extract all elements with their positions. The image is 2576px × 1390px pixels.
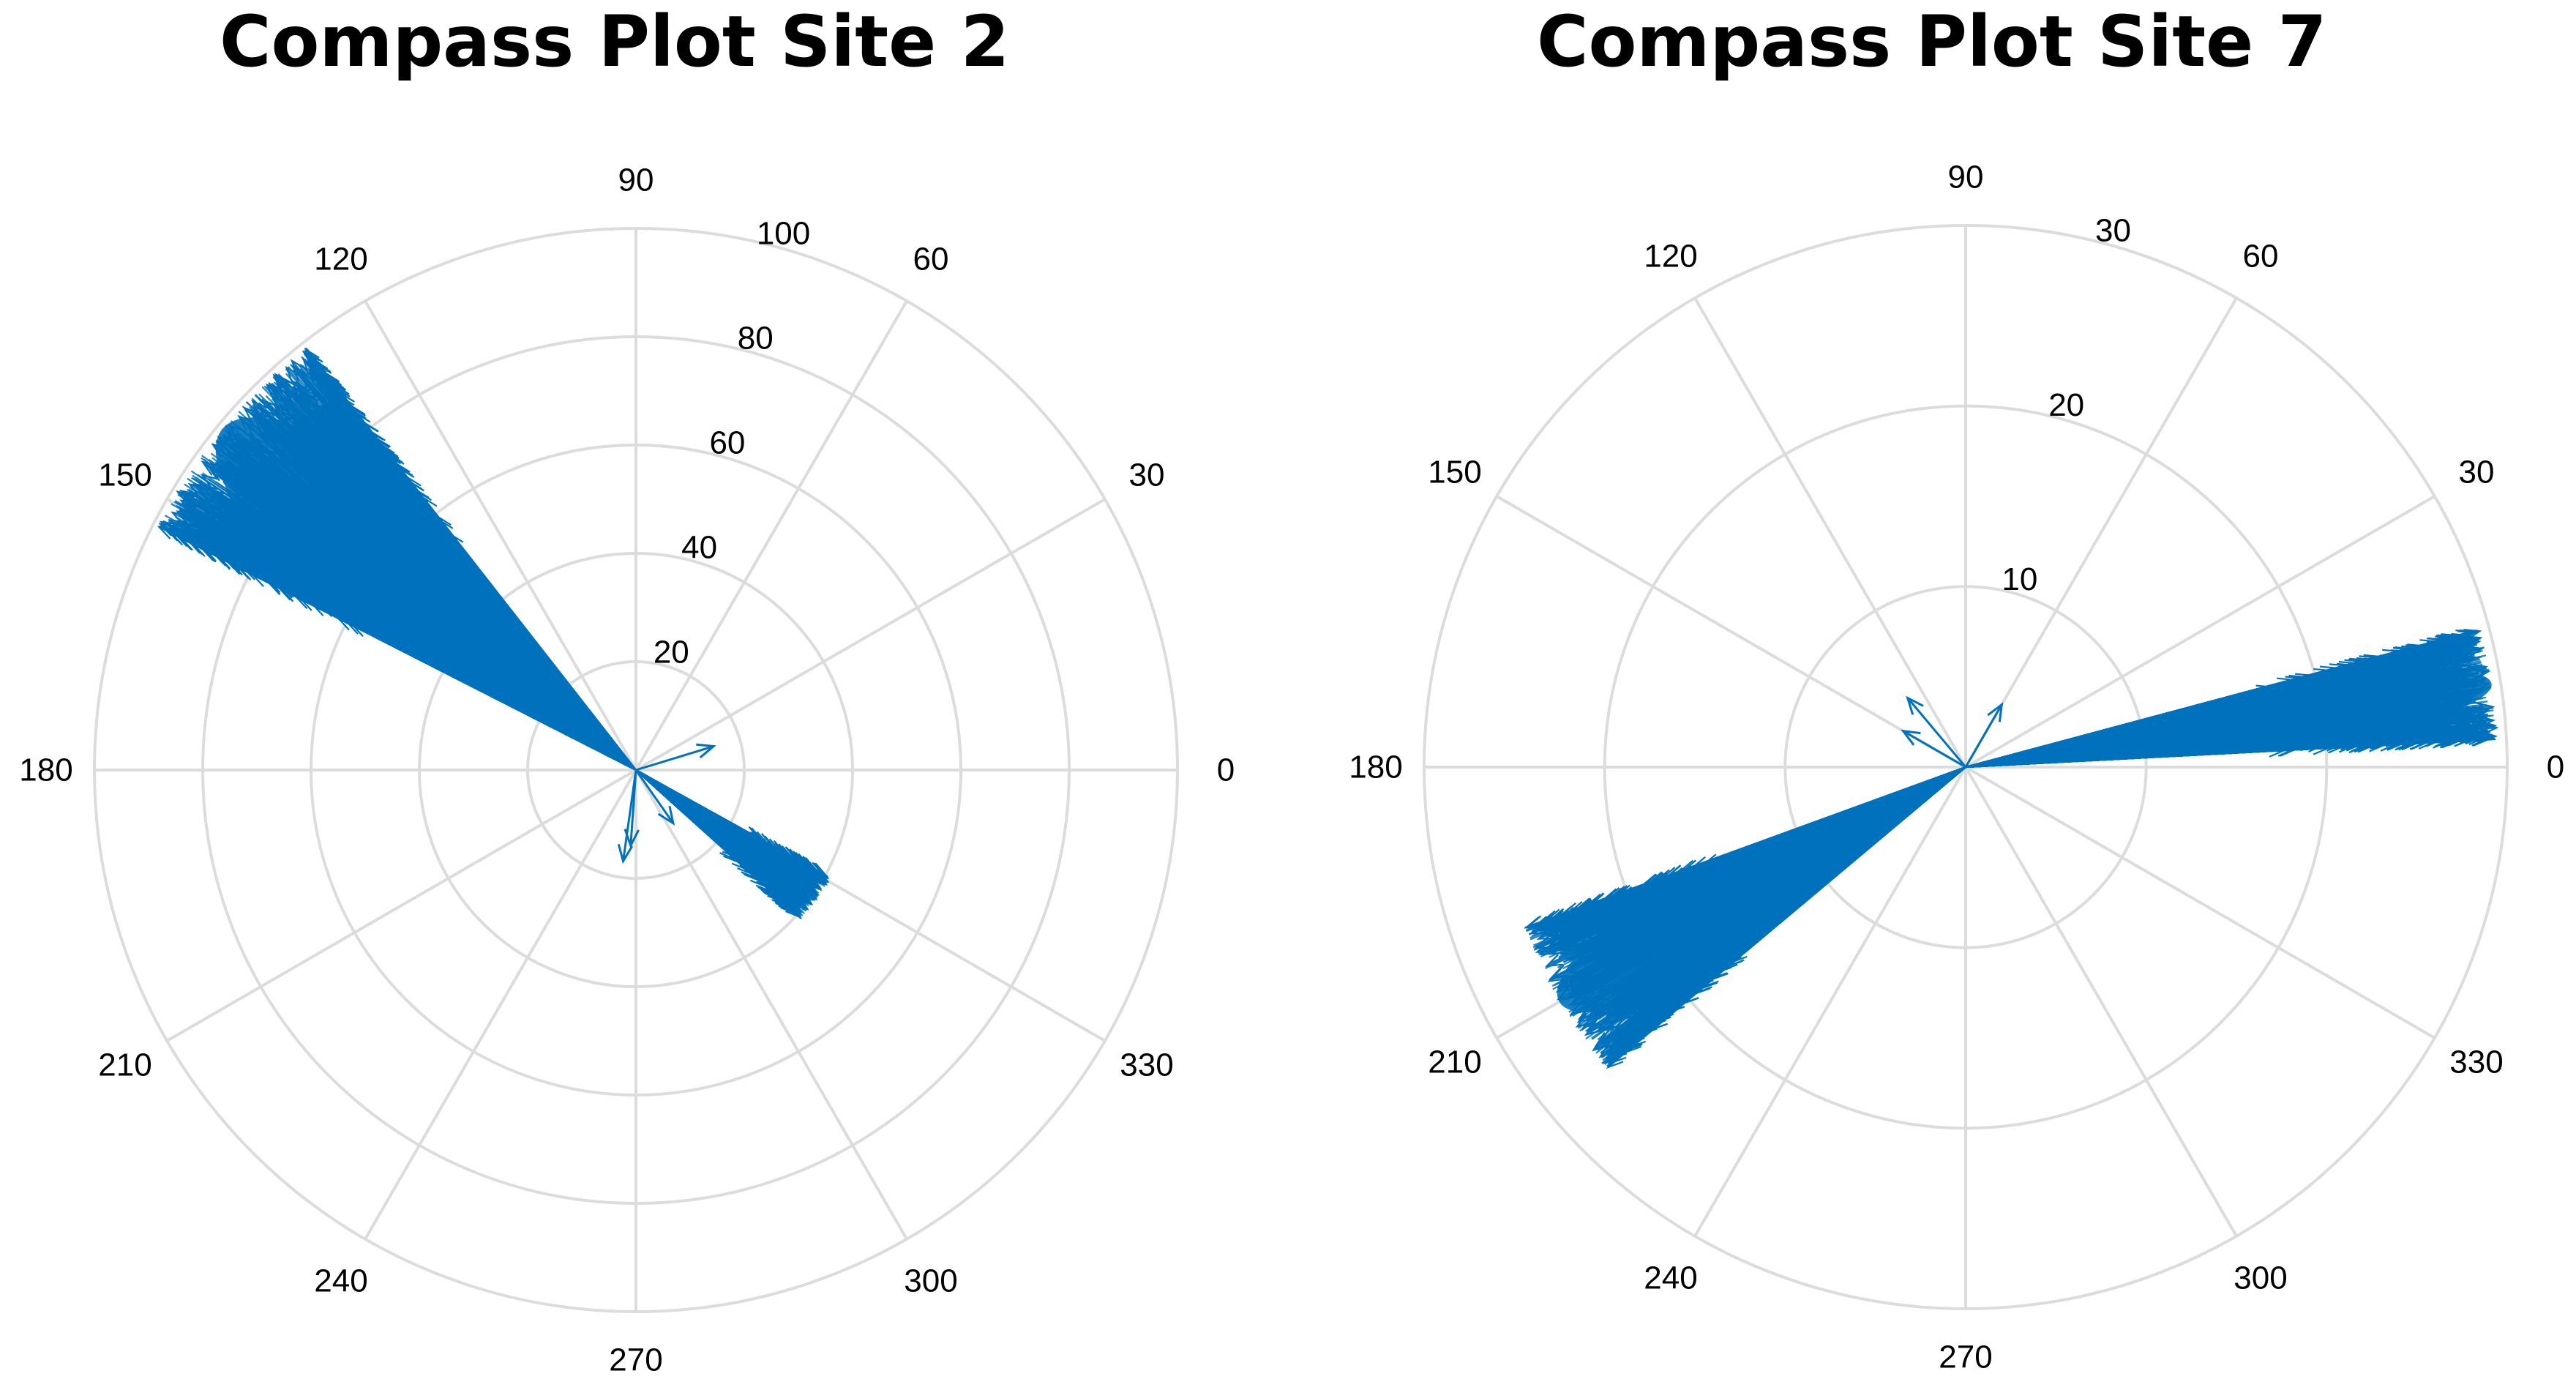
vector-arrow-head <box>617 843 634 864</box>
vector-arrow-head <box>299 597 317 611</box>
angle-tick-label: 150 <box>98 457 151 493</box>
grid-spoke <box>1964 297 2238 769</box>
chart-title-site-2: Compass Plot Site 2 <box>220 1 1010 83</box>
vector-arrow-head <box>784 851 802 866</box>
vector-arrow-head <box>696 743 716 759</box>
vector-arrow-head <box>250 400 268 416</box>
vector-arrow-head <box>2457 733 2475 746</box>
vector-arrow-head <box>179 537 198 550</box>
radial-tick-label: 20 <box>654 635 689 670</box>
vector-arrow-head <box>657 805 675 826</box>
radial-tick-label: 40 <box>681 530 717 566</box>
grid-spoke <box>364 769 637 1240</box>
vector-arrow-head <box>788 893 806 910</box>
grid-spoke <box>634 498 1106 771</box>
compass-vectors <box>1524 629 2499 1069</box>
angle-tick-label: 240 <box>314 1263 367 1299</box>
vector-arrow-head <box>169 532 188 546</box>
vector-arrow-head <box>2475 732 2494 745</box>
vector-lobe-0 <box>1965 629 2499 769</box>
vector-arrow-head <box>2465 646 2485 658</box>
vector-arrow-head <box>285 365 302 384</box>
grid-spoke <box>1693 766 1967 1237</box>
vector-lobe-0 <box>157 347 637 771</box>
grid-spoke <box>364 300 637 771</box>
vector-lobe-body <box>1966 668 2492 767</box>
compass-vectors <box>157 347 830 919</box>
polar-grid <box>93 227 1179 1313</box>
vector-lobe-1 <box>1524 766 1966 1069</box>
vector-arrow-head <box>2410 737 2429 750</box>
vector-arrow-head <box>201 460 219 476</box>
radial-tick-label: 80 <box>738 321 774 356</box>
vector-arrow-head <box>624 829 640 849</box>
vector-arrow-head <box>274 377 291 395</box>
vector-arrow-head <box>212 553 231 567</box>
grid-spoke <box>1964 495 2435 769</box>
vector-arrow-head <box>182 497 201 512</box>
vector-arrow-head <box>2348 740 2367 754</box>
angle-tick-label: 30 <box>1129 457 1165 493</box>
vector-lobe-1 <box>635 769 830 919</box>
vector-lobe-body <box>636 770 817 901</box>
angle-tick-label: 210 <box>98 1047 151 1083</box>
angle-tick-label: 0 <box>1217 752 1235 788</box>
vector-arrow-head <box>2421 657 2441 670</box>
vector-arrow-head <box>804 865 822 880</box>
angle-tick-label: 120 <box>314 241 367 277</box>
vector-arrow-head <box>202 504 220 520</box>
vector-arrow-head <box>2356 740 2375 753</box>
vector-arrow-head <box>778 897 795 913</box>
compass-plot-site-2: 0 30 60 90 120 150 180 210 240 270 300 330 20 40 60 80 1… <box>19 162 1235 1378</box>
angle-tick-label: 330 <box>1120 1047 1173 1083</box>
vector-arrow-head <box>274 408 292 425</box>
vector-arrow-head <box>782 897 800 914</box>
radial-tick-label: 100 <box>757 216 810 252</box>
vector-arrow-head <box>200 474 218 489</box>
vector-arrow <box>629 769 637 846</box>
angle-tick-label: 180 <box>19 752 72 788</box>
grid-spoke <box>1964 766 2435 1039</box>
vector-arrow-head <box>217 541 236 556</box>
vector-arrow-head <box>209 492 228 507</box>
vector-arrow-head <box>2477 715 2496 728</box>
angle-tick-label: 90 <box>618 162 654 198</box>
grid-spoke <box>1496 495 1967 769</box>
vector-arrow-head <box>198 501 216 516</box>
angle-tick-label: 270 <box>609 1342 662 1378</box>
vector-arrow <box>635 745 714 771</box>
vector-arrow <box>634 769 675 824</box>
vector-arrow-head <box>2425 646 2444 659</box>
vector-arrow-head <box>299 417 316 435</box>
vector-arrow-head <box>321 404 337 422</box>
vector-arrow-head <box>315 370 332 388</box>
vector-arrow-head <box>184 509 203 524</box>
vector-arrow-head <box>237 524 256 539</box>
radial-tick-label: 60 <box>709 425 745 461</box>
grid-spoke <box>634 769 908 1240</box>
grid-spoke <box>1693 297 1967 769</box>
angle-tick-label: 300 <box>904 1263 957 1299</box>
grid-spoke <box>1964 766 2238 1237</box>
vector-lobe-body <box>215 417 636 770</box>
grid-spoke <box>634 300 908 771</box>
vector-arrow-head <box>312 358 329 376</box>
angle-tick-label: 60 <box>913 241 949 277</box>
grid-spoke <box>166 769 637 1042</box>
vector-arrow-head <box>309 358 325 376</box>
vector-arrow-head <box>2457 656 2476 669</box>
vector-arrow-head <box>2481 722 2499 736</box>
vector-arrow-head <box>292 385 309 403</box>
chart-title-site-7: Compass Plot Site 7 <box>1537 1 2327 83</box>
